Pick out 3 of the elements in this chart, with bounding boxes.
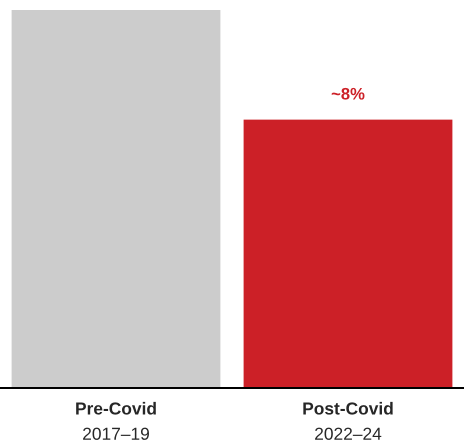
category-label: Post-Covid 2022–24 bbox=[303, 402, 393, 440]
annotation: ~8% bbox=[332, 88, 364, 100]
category-label: Pre-Covid 2017–19 bbox=[76, 402, 156, 440]
